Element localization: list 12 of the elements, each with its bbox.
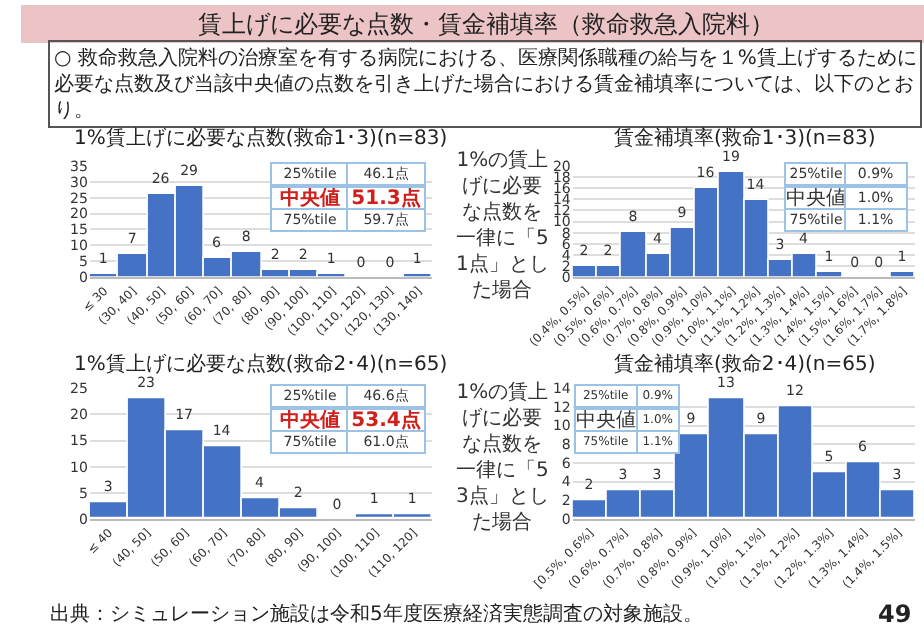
chart-title: 1%賃上げに必要な点数(救命1･3)(n=83) [74, 126, 448, 150]
chart-title: 賃金補填率(救命2･4)(n=65) [614, 352, 876, 376]
text: 賃上げに必要な点数・賃金補填率（救命救急入院料） [198, 10, 774, 38]
text: ○ 救命救急入院料の治療室を有する病院における、医療関係職種の給与を１%賃上げするために必要な点数及び当該中央値の点数を引き上げた場合における賃金補填率については、以下のとおり。 [54, 46, 917, 122]
text: 1%の賃上げに必要な点数を一律に「53点」とした場合 [456, 380, 549, 534]
chart-title: 賃金補填率(救命1･3)(n=83) [614, 126, 876, 150]
annotation: 中央値 [786, 186, 846, 210]
source-note: 出典：シミュレーション施設は令和5年度医療経済実態調査の対象施設。 [50, 602, 703, 626]
chart-title: 1%賃上げに必要な点数(救命2･4)(n=65) [74, 352, 448, 376]
annotation: 中央値 [576, 408, 636, 432]
text: 49 [878, 600, 912, 628]
text: 1%の賃上げに必要な点数を一律に「51点」とした場合 [456, 148, 549, 302]
